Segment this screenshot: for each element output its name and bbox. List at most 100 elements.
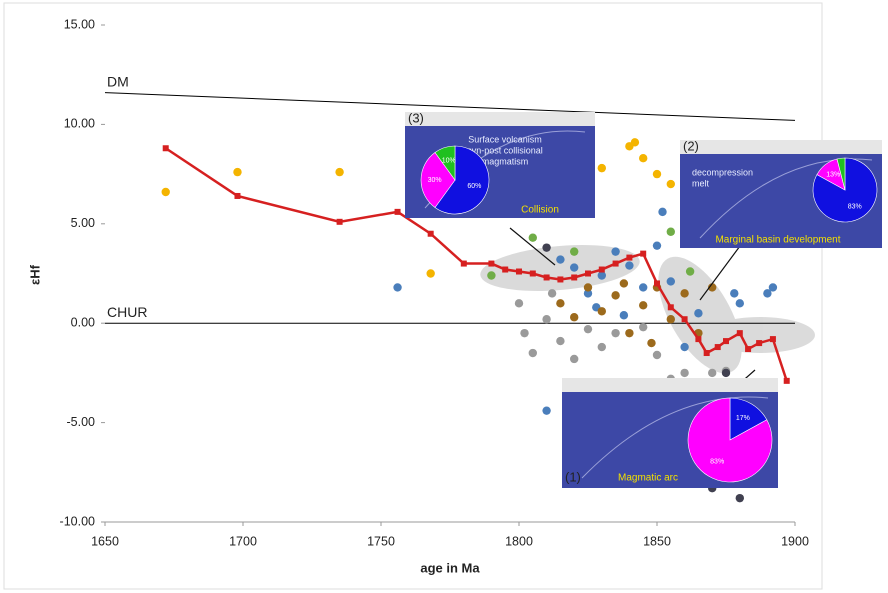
point: [570, 263, 578, 271]
trend-point: [337, 219, 343, 225]
x-tick-label: 1700: [229, 534, 257, 548]
inset-sky: [680, 140, 882, 154]
trend-point: [428, 231, 434, 237]
trend-point: [395, 209, 401, 215]
y-tick-label: 10.00: [64, 117, 95, 131]
point: [487, 271, 495, 279]
pie-label: 83%: [710, 459, 724, 466]
trend-point: [502, 267, 508, 273]
point: [680, 369, 688, 377]
trend-point: [654, 280, 660, 286]
y-tick-label: 5.00: [71, 216, 95, 230]
trend-point: [585, 271, 591, 277]
trend-point: [234, 193, 240, 199]
point: [611, 329, 619, 337]
trend-point: [544, 274, 550, 280]
point: [548, 289, 556, 297]
trend-point: [784, 378, 790, 384]
point: [542, 406, 550, 414]
y-axis-title: εHf: [27, 264, 42, 285]
pie-label: 30%: [428, 177, 442, 184]
y-tick-label: 0.00: [71, 315, 95, 329]
inset-text: magmatism: [482, 156, 529, 166]
point: [556, 255, 564, 263]
point: [542, 315, 550, 323]
point: [647, 339, 655, 347]
point: [708, 369, 716, 377]
point: [658, 208, 666, 216]
point: [611, 291, 619, 299]
point: [393, 283, 401, 291]
point: [694, 309, 702, 317]
y-tick-label: 15.00: [64, 17, 95, 31]
point: [653, 241, 661, 249]
pie-label: 60%: [467, 183, 481, 190]
point: [556, 337, 564, 345]
point: [722, 369, 730, 377]
inset-text: decompression: [692, 167, 753, 177]
x-tick-label: 1750: [367, 534, 395, 548]
point: [584, 325, 592, 333]
point: [625, 261, 633, 269]
trend-point: [571, 274, 577, 280]
point: [639, 283, 647, 291]
inset-text: melt: [692, 178, 710, 188]
point: [667, 277, 675, 285]
point: [653, 351, 661, 359]
point: [667, 315, 675, 323]
point: [680, 343, 688, 351]
trend-point: [682, 316, 688, 322]
reference-label: DM: [107, 73, 129, 89]
inset-caption: Magmatic arc: [618, 473, 678, 484]
trend-point: [668, 304, 674, 310]
point: [162, 188, 170, 196]
trend-point: [640, 251, 646, 257]
point: [769, 283, 777, 291]
pie-label: 10%: [442, 157, 456, 164]
point: [515, 299, 523, 307]
inset-caption: Marginal basin development: [715, 235, 840, 246]
trend-point: [737, 330, 743, 336]
point: [667, 228, 675, 236]
point: [570, 247, 578, 255]
x-tick-label: 1900: [781, 534, 809, 548]
trend-point: [163, 145, 169, 151]
inset-sky: [562, 378, 778, 392]
pie-label: 17%: [736, 415, 750, 422]
trend-point: [626, 255, 632, 261]
point: [598, 164, 606, 172]
y-tick-label: -5.00: [67, 415, 96, 429]
point: [556, 299, 564, 307]
x-tick-label: 1800: [505, 534, 533, 548]
inset: (1)Magmatic arc17%83%: [562, 378, 778, 488]
point: [736, 299, 744, 307]
point: [233, 168, 241, 176]
y-tick-label: -10.00: [60, 514, 95, 528]
x-axis-title: age in Ma: [420, 560, 480, 575]
x-tick-label: 1850: [643, 534, 671, 548]
pie-label: 83%: [848, 203, 862, 210]
inset-label: (2): [683, 138, 699, 153]
point: [335, 168, 343, 176]
inset-caption: Collision: [521, 205, 559, 216]
trend-point: [488, 261, 494, 267]
inset-label: (3): [408, 110, 424, 125]
trend-point: [745, 346, 751, 352]
point: [584, 283, 592, 291]
point: [620, 311, 628, 319]
point: [529, 234, 537, 242]
trend-point: [695, 336, 701, 342]
point: [631, 138, 639, 146]
point: [620, 279, 628, 287]
point: [426, 269, 434, 277]
trend-point: [599, 267, 605, 273]
point: [639, 154, 647, 162]
trend-point: [770, 336, 776, 342]
point: [686, 267, 694, 275]
trend-point: [530, 271, 536, 277]
point: [625, 329, 633, 337]
inset-text: Surface volcanism: [468, 134, 542, 144]
point: [730, 289, 738, 297]
point: [570, 355, 578, 363]
